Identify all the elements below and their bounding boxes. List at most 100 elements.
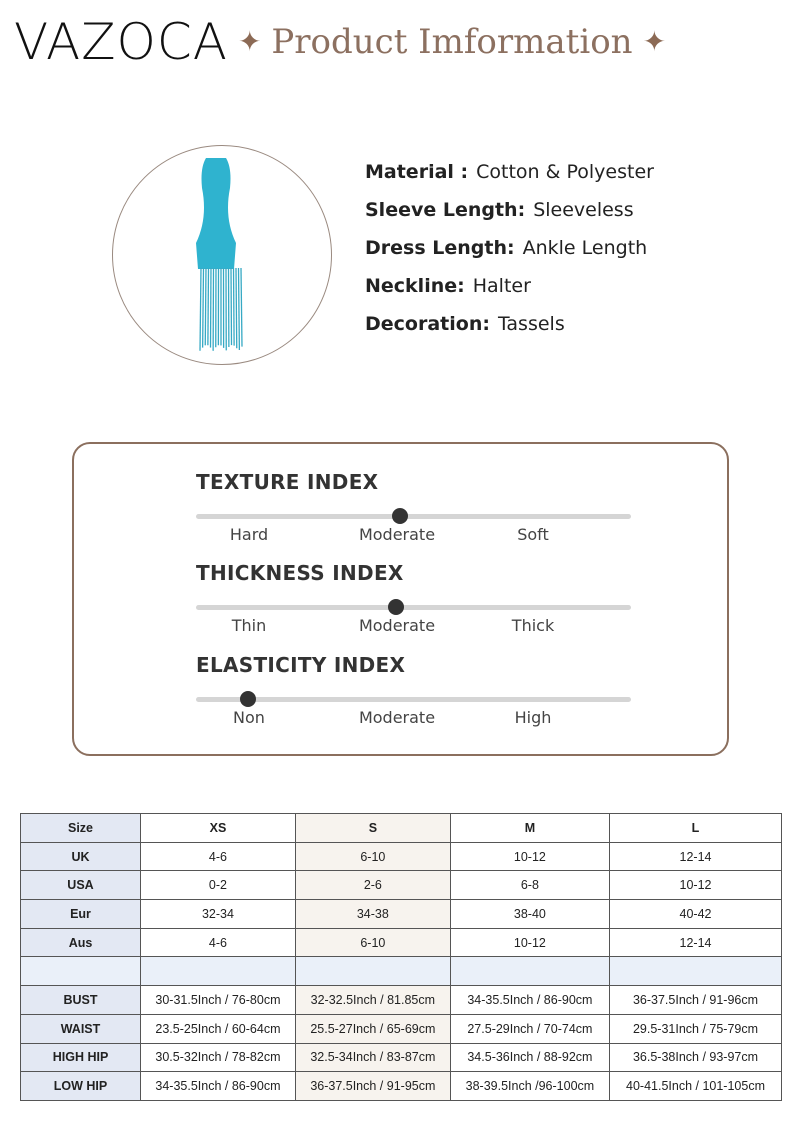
table-cell: 4-6 (140, 841, 296, 872)
table-cell: 6-10 (294, 841, 451, 872)
table-cell: 36-37.5Inch / 91-96cm (609, 985, 782, 1015)
sparkle-icon: ✦ (642, 25, 667, 58)
table-cell: 38-40 (449, 899, 611, 929)
index-scale-label: Moderate (358, 708, 436, 727)
index-scale-label: Thin (231, 616, 267, 635)
table-cell: 6-8 (449, 870, 611, 901)
table-cell (449, 956, 611, 987)
table-row: Eur 32-34 34-38 38-40 40-42 (20, 899, 782, 929)
table-cell: 10-12 (609, 870, 782, 901)
table-cell: S (294, 813, 451, 843)
page-title: Product Imformation (271, 22, 633, 62)
table-cell: 4-6 (140, 927, 296, 958)
spec-label: Neckline: (365, 275, 465, 297)
row-header: BUST (20, 985, 141, 1015)
table-cell: 23.5-25Inch / 60-64cm (140, 1013, 296, 1044)
table-cell: 12-14 (609, 841, 782, 872)
table-row (20, 956, 782, 987)
table-cell: 36.5-38Inch / 93-97cm (609, 1042, 782, 1073)
row-header: UK (20, 841, 141, 872)
table-cell: 32-34 (140, 899, 296, 929)
index-slider (196, 691, 631, 707)
row-header (20, 956, 141, 987)
spec-label: Decoration: (365, 313, 490, 335)
spec-row: Material : Cotton & Polyester (365, 160, 654, 184)
table-cell: 29.5-31Inch / 75-79cm (609, 1013, 782, 1044)
index-slider (196, 599, 631, 615)
index-title: THICKNESS INDEX (196, 561, 404, 585)
table-cell: M (449, 813, 611, 843)
table-cell: 34-35.5Inch / 86-90cm (140, 1071, 296, 1101)
table-row: LOW HIP 34-35.5Inch / 86-90cm 36-37.5Inch … (20, 1071, 782, 1101)
index-slider (196, 508, 631, 524)
spec-label: Material : (365, 161, 469, 183)
table-cell: 10-12 (449, 927, 611, 958)
index-title: TEXTURE INDEX (196, 470, 379, 494)
spec-value: Halter (472, 275, 531, 297)
table-row: UK 4-6 6-10 10-12 12-14 (20, 841, 782, 872)
table-cell: 34.5-36Inch / 88-92cm (449, 1042, 611, 1073)
table-cell: 34-38 (294, 899, 451, 929)
table-cell: 0-2 (140, 870, 296, 901)
table-cell: 40-42 (609, 899, 782, 929)
index-scale-label: Thick (511, 616, 555, 635)
spec-label: Dress Length: (365, 237, 515, 259)
table-row: BUST 30-31.5Inch / 76-80cm 32-32.5Inch / 8… (20, 985, 782, 1015)
row-header: Size (20, 813, 141, 843)
spec-value: Tassels (497, 313, 565, 335)
table-cell: 30.5-32Inch / 78-82cm (140, 1042, 296, 1073)
index-scale-label: Non (233, 708, 265, 727)
index-scale-label: Soft (517, 525, 549, 544)
index-scale-label: Moderate (358, 525, 436, 544)
slider-knob (392, 508, 409, 524)
dress-image (196, 158, 243, 351)
index-title: ELASTICITY INDEX (196, 653, 406, 677)
slider-knob (388, 599, 405, 615)
table-cell (294, 956, 451, 987)
table-row: HIGH HIP 30.5-32Inch / 78-82cm 32.5-34Inch… (20, 1042, 782, 1073)
size-chart-table: Size XS S M L UK 4-6 6-10 10-12 12-14 USA 0-2 2-6 6-8… (20, 813, 782, 1101)
table-row: Aus 4-6 6-10 10-12 12-14 (20, 927, 782, 958)
index-scale-label: High (514, 708, 552, 727)
table-row: USA 0-2 2-6 6-8 10-12 (20, 870, 782, 901)
table-cell: 34-35.5Inch / 86-90cm (449, 985, 611, 1015)
table-cell: 25.5-27Inch / 65-69cm (294, 1013, 451, 1044)
row-header: WAIST (20, 1013, 141, 1044)
table-cell: 6-10 (294, 927, 451, 958)
table-cell: 12-14 (609, 927, 782, 958)
spec-row: Sleeve Length: Sleeveless (365, 198, 634, 222)
table-cell: XS (140, 813, 296, 843)
row-header: USA (20, 870, 141, 901)
table-row: WAIST 23.5-25Inch / 60-64cm 25.5-27Inch / … (20, 1013, 782, 1044)
spec-value: Sleeveless (533, 199, 634, 221)
spec-value: Cotton & Polyester (476, 161, 654, 183)
row-header: Aus (20, 927, 141, 958)
index-scale-label: Moderate (358, 616, 436, 635)
row-header: Eur (20, 899, 141, 929)
sparkle-icon: ✦ (237, 25, 262, 58)
index-scale-label: Hard (229, 525, 269, 544)
table-cell: 10-12 (449, 841, 611, 872)
table-cell (609, 956, 782, 987)
table-cell (140, 956, 296, 987)
fabric-index-panel (72, 442, 729, 756)
spec-row: Decoration: Tassels (365, 312, 565, 336)
brand-logo: VAZOCA (14, 13, 228, 71)
page-header: VAZOCA ✦ Product Imformation ✦ (14, 12, 666, 72)
table-cell: 27.5-29Inch / 70-74cm (449, 1013, 611, 1044)
table-cell: 40-41.5Inch / 101-105cm (609, 1071, 782, 1101)
row-header: LOW HIP (20, 1071, 141, 1101)
spec-value: Ankle Length (522, 237, 648, 259)
table-cell: 32-32.5Inch / 81.85cm (294, 985, 451, 1015)
table-cell: 32.5-34Inch / 83-87cm (294, 1042, 451, 1073)
spec-row: Dress Length: Ankle Length (365, 236, 647, 260)
row-header: HIGH HIP (20, 1042, 141, 1073)
table-cell: 2-6 (294, 870, 451, 901)
slider-knob (240, 691, 257, 707)
table-cell: 38-39.5Inch /96-100cm (449, 1071, 611, 1101)
product-image-frame (112, 145, 332, 365)
table-cell: 36-37.5Inch / 91-95cm (294, 1071, 451, 1101)
table-header-row: Size XS S M L (20, 813, 782, 843)
table-cell: 30-31.5Inch / 76-80cm (140, 985, 296, 1015)
spec-label: Sleeve Length: (365, 199, 526, 221)
